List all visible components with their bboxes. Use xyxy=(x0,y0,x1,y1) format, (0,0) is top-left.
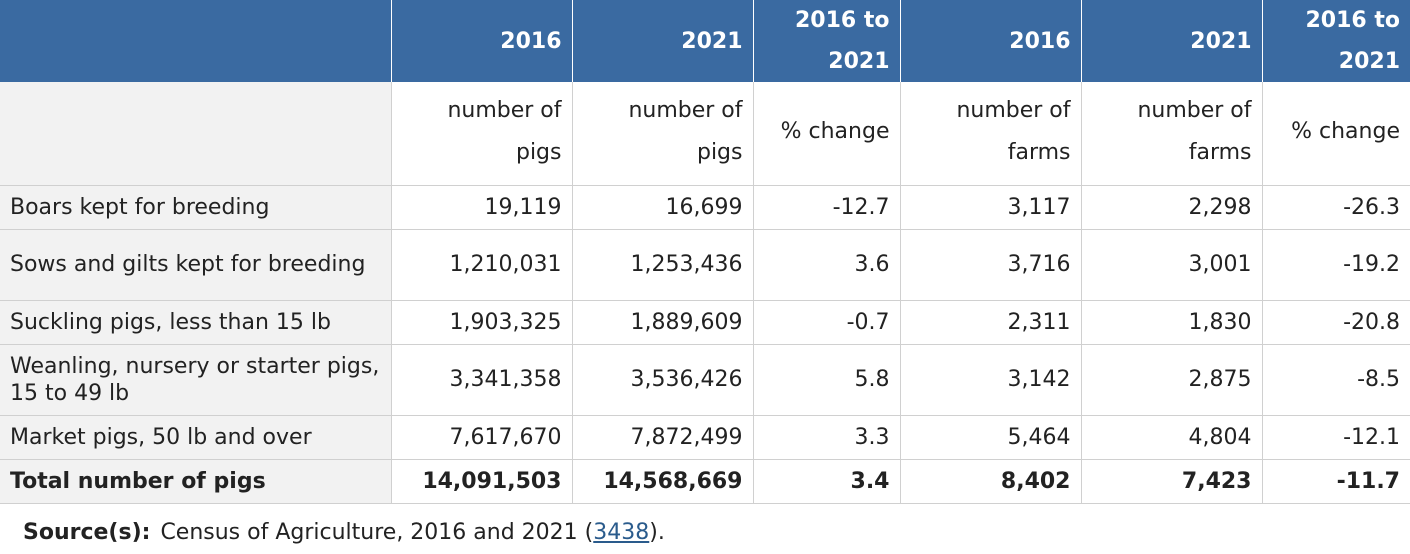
row-label: Suckling pigs, less than 15 lb xyxy=(0,300,392,345)
source-note: Source(s): Census of Agriculture, 2016 an… xyxy=(0,504,1410,548)
unit-label: number of pigs xyxy=(572,82,754,186)
table-cell: 7,617,670 xyxy=(391,415,573,460)
total-cell: 14,568,669 xyxy=(572,459,754,504)
table-cell: 2,311 xyxy=(900,300,1082,345)
table-cell: -12.1 xyxy=(1262,415,1410,460)
table-row: Market pigs, 50 lb and over 7,617,670 7,… xyxy=(0,415,1410,460)
table-cell: 3,716 xyxy=(900,229,1082,301)
total-cell: 3.4 xyxy=(753,459,901,504)
table-cell: -12.7 xyxy=(753,185,901,230)
table-cell: 1,830 xyxy=(1081,300,1263,345)
header-farms-2021: 2021 xyxy=(1081,0,1263,82)
table-cell: -0.7 xyxy=(753,300,901,345)
table-cell: 3,341,358 xyxy=(391,344,573,416)
row-label: Weanling, nursery or starter pigs, 15 to… xyxy=(0,344,392,416)
total-cell: 14,091,503 xyxy=(391,459,573,504)
table-cell: 16,699 xyxy=(572,185,754,230)
units-stub xyxy=(0,82,392,186)
row-label: Sows and gilts kept for breeding xyxy=(0,229,392,301)
table-cell: 2,298 xyxy=(1081,185,1263,230)
row-label: Market pigs, 50 lb and over xyxy=(0,415,392,460)
table-cell: 1,889,609 xyxy=(572,300,754,345)
table-cell: 3.3 xyxy=(753,415,901,460)
table-cell: -19.2 xyxy=(1262,229,1410,301)
table-cell: 3,001 xyxy=(1081,229,1263,301)
header-farms-change: 2016 to 2021 xyxy=(1262,0,1410,82)
total-label: Total number of pigs xyxy=(0,459,392,504)
table-row: Suckling pigs, less than 15 lb 1,903,325… xyxy=(0,300,1410,345)
table-cell: 3.6 xyxy=(753,229,901,301)
table-cell: 7,872,499 xyxy=(572,415,754,460)
table-cell: 4,804 xyxy=(1081,415,1263,460)
total-cell: -11.7 xyxy=(1262,459,1410,504)
total-row: Total number of pigs 14,091,503 14,568,6… xyxy=(0,459,1410,504)
table-cell: 3,117 xyxy=(900,185,1082,230)
header-stub xyxy=(0,0,392,82)
table-cell: 1,253,436 xyxy=(572,229,754,301)
unit-label: number of pigs xyxy=(391,82,573,186)
source-table-link[interactable]: 3438 xyxy=(593,519,650,545)
row-label: Boars kept for breeding xyxy=(0,185,392,230)
table-row: Boars kept for breeding 19,119 16,699 -1… xyxy=(0,185,1410,230)
header-farms-2016: 2016 xyxy=(900,0,1082,82)
total-cell: 8,402 xyxy=(900,459,1082,504)
table-cell: -26.3 xyxy=(1262,185,1410,230)
table-cell: 1,903,325 xyxy=(391,300,573,345)
total-cell: 7,423 xyxy=(1081,459,1263,504)
table-cell: -20.8 xyxy=(1262,300,1410,345)
source-label: Source(s): xyxy=(23,519,151,545)
table-cell: 1,210,031 xyxy=(391,229,573,301)
table-cell: 2,875 xyxy=(1081,344,1263,416)
header-pigs-change: 2016 to 2021 xyxy=(753,0,901,82)
table-row: Sows and gilts kept for breeding 1,210,0… xyxy=(0,229,1410,301)
table-row: Weanling, nursery or starter pigs, 15 to… xyxy=(0,344,1410,416)
source-text-end: ). xyxy=(649,519,665,545)
year-header-row: 2016 2021 2016 to 2021 2016 2021 2016 to… xyxy=(0,0,1410,82)
table-cell: 3,536,426 xyxy=(572,344,754,416)
unit-label: % change xyxy=(1262,82,1410,186)
table-cell: 19,119 xyxy=(391,185,573,230)
table-cell: 3,142 xyxy=(900,344,1082,416)
units-header-row: number of pigs number of pigs % change n… xyxy=(0,82,1410,186)
pig-inventory-table: 2016 2021 2016 to 2021 2016 2021 2016 to… xyxy=(0,0,1410,504)
header-pigs-2016: 2016 xyxy=(391,0,573,82)
unit-label: number of farms xyxy=(900,82,1082,186)
table-cell: 5.8 xyxy=(753,344,901,416)
source-text: Census of Agriculture, 2016 and 2021 ( xyxy=(160,519,594,545)
unit-label: number of farms xyxy=(1081,82,1263,186)
unit-label: % change xyxy=(753,82,901,186)
header-pigs-2021: 2021 xyxy=(572,0,754,82)
table-cell: -8.5 xyxy=(1262,344,1410,416)
table-cell: 5,464 xyxy=(900,415,1082,460)
